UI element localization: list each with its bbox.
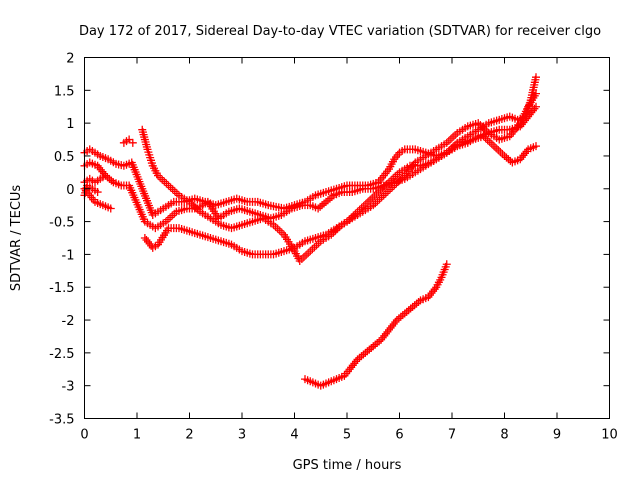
data-point-fill <box>273 224 282 233</box>
data-point <box>532 89 540 98</box>
y-axis-label: SDTVAR / TECUs <box>9 185 24 292</box>
x-tick-label: 0 <box>80 428 88 443</box>
y-tick-label: -0.5 <box>49 216 74 231</box>
data-point-fill <box>99 169 108 178</box>
data-point-fill <box>492 144 501 153</box>
x-tick-label: 10 <box>601 428 618 443</box>
data-point-fill <box>375 337 384 346</box>
data-point <box>442 260 451 269</box>
data-point-fill <box>496 148 505 157</box>
data-point <box>101 171 110 180</box>
data-point-fill <box>451 130 460 139</box>
data-point-fill <box>168 211 177 220</box>
y-tick-label: 1.5 <box>54 84 75 99</box>
data-point-fill <box>485 138 494 147</box>
data-point-fill <box>275 226 284 235</box>
marker-layer <box>80 73 540 390</box>
data-point <box>164 181 173 190</box>
x-tick-label: 3 <box>238 428 246 443</box>
data-point-fill <box>302 251 311 260</box>
y-tick-label: 0 <box>66 183 74 198</box>
data-point-fill <box>163 215 172 224</box>
data-point <box>490 142 498 151</box>
data-point-fill <box>312 241 321 250</box>
y-tick-label: -2 <box>62 314 75 329</box>
data-point-fill <box>414 297 423 306</box>
chart-title: Day 172 of 2017, Sidereal Day-to-day VTE… <box>79 24 601 39</box>
x-tick-label: 8 <box>500 428 508 443</box>
data-point-fill <box>351 357 360 366</box>
data-point-fill <box>308 245 317 254</box>
y-tick-label: -2.5 <box>49 347 74 362</box>
data-point <box>93 188 102 197</box>
data-point-fill <box>483 136 492 145</box>
x-tick-label: 6 <box>395 428 403 443</box>
y-tick-label: -1 <box>62 248 75 263</box>
x-tick-label: 7 <box>448 428 456 443</box>
x-tick-label: 5 <box>343 428 351 443</box>
data-point <box>106 204 115 213</box>
data-point-fill <box>530 104 539 113</box>
data-point-fill <box>107 176 116 185</box>
data-point-fill <box>444 136 453 145</box>
data-point-fill <box>446 134 455 143</box>
y-tick-label: 0.5 <box>54 150 75 165</box>
data-point <box>128 138 137 147</box>
data-point-fill <box>310 243 319 252</box>
data-point-fill <box>487 140 496 149</box>
data-point-fill <box>160 177 169 186</box>
y-tick-label: 1 <box>66 117 74 132</box>
data-point-fill <box>299 253 308 262</box>
data-point-fill <box>158 175 167 184</box>
data-point-fill <box>170 187 179 196</box>
data-point-fill <box>172 189 181 198</box>
data-point-fill <box>271 222 280 231</box>
y-tick-label: -1.5 <box>49 281 74 296</box>
data-point <box>306 247 315 256</box>
data-point-fill <box>494 146 503 155</box>
x-axis-label: GPS time / hours <box>293 458 402 473</box>
x-tick-label: 2 <box>185 428 193 443</box>
y-tick-label: -3 <box>62 380 75 395</box>
data-point-fill <box>162 179 171 188</box>
x-tick-label: 9 <box>553 428 561 443</box>
data-point <box>532 142 540 151</box>
data-point-fill <box>277 228 286 237</box>
data-point-fill <box>522 147 531 156</box>
data-point-fill <box>498 149 507 158</box>
data-point-fill <box>168 185 177 194</box>
data-point-fill <box>430 285 439 294</box>
data-point-fill <box>166 213 175 222</box>
data-point-fill <box>449 132 458 141</box>
y-tick-label: 2 <box>66 52 74 67</box>
x-tick-label: 1 <box>133 428 141 443</box>
y-tick-label: -3.5 <box>49 413 74 428</box>
data-point-fill <box>191 203 200 212</box>
data-point-fill <box>327 192 336 201</box>
data-point-fill <box>391 318 400 327</box>
y-axis: 2 1.5 1 0.5 0 -0.5 -1 -1.5 -2 -2.5 -3 -3.5 <box>49 52 610 428</box>
data-point-fill <box>304 249 313 258</box>
x-tick-label: 4 <box>290 428 298 443</box>
data-point <box>532 73 540 82</box>
data-point-fill <box>166 183 175 192</box>
data-point <box>532 102 540 111</box>
x-axis: 0 1 2 3 4 5 6 7 8 9 10 <box>80 57 618 443</box>
